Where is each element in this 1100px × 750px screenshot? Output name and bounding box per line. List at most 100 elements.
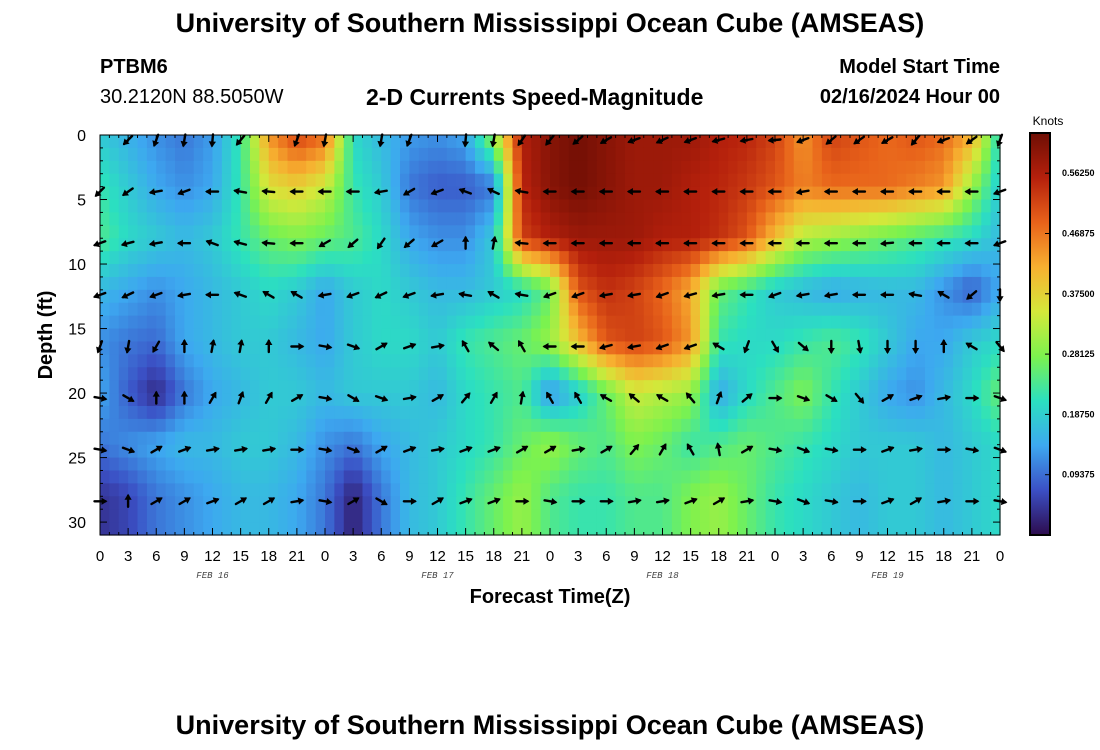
heatmap-cell — [915, 431, 926, 446]
heatmap-cell — [981, 135, 992, 149]
heatmap-cell — [775, 457, 785, 472]
heatmap-cell — [193, 431, 204, 446]
heatmap-cell — [268, 199, 279, 214]
heatmap-cell — [268, 302, 279, 317]
heatmap-cell — [409, 405, 420, 420]
heatmap-cell — [493, 173, 504, 188]
heatmap-cell — [343, 251, 354, 265]
colorbar-tick-label: 0.09375 — [1062, 470, 1095, 480]
heatmap-cell — [728, 160, 739, 175]
heatmap-cell — [634, 496, 645, 510]
heatmap-cell — [653, 470, 664, 484]
heatmap-cell — [428, 173, 439, 188]
heatmap-cell — [690, 457, 701, 472]
heatmap-cell — [868, 147, 879, 162]
heatmap-cell — [446, 354, 457, 368]
heatmap-cell — [315, 225, 326, 239]
heatmap-cell — [859, 483, 870, 497]
heatmap-cell — [653, 264, 664, 278]
heatmap-cell — [859, 147, 870, 162]
heatmap-cell — [221, 328, 232, 343]
heatmap-cell — [990, 457, 1001, 472]
current-arrow — [937, 497, 952, 505]
current-arrow-head — [746, 445, 754, 452]
heatmap-cell — [596, 315, 607, 330]
heatmap-cell — [915, 302, 926, 317]
heatmap-cell — [718, 405, 729, 420]
heatmap-cell — [756, 186, 767, 201]
heatmap-cell — [175, 264, 185, 278]
current-arrow-head — [290, 291, 298, 298]
heatmap-cell — [859, 354, 870, 368]
heatmap-cell — [418, 418, 429, 433]
heatmap-cell — [381, 251, 392, 265]
heatmap-cell — [868, 367, 879, 381]
current-arrow-head — [964, 239, 971, 247]
current-arrow-head — [403, 241, 411, 248]
heatmap-cell — [615, 341, 626, 355]
x-tick-label: 21 — [289, 548, 306, 565]
heatmap-cell — [531, 186, 542, 201]
heatmap-cell — [887, 315, 898, 330]
heatmap-cell — [559, 380, 570, 394]
heatmap-cell — [165, 302, 176, 317]
heatmap-cell — [203, 380, 214, 394]
heatmap-cell — [184, 135, 195, 149]
heatmap-cell — [925, 380, 935, 394]
heatmap-cell — [325, 160, 335, 175]
current-arrow-head — [579, 445, 586, 453]
colorbar-unit-label: Knots — [1033, 114, 1064, 128]
x-tick-label: 9 — [630, 548, 638, 565]
current-arrow — [964, 188, 979, 196]
heatmap-cell — [184, 225, 195, 239]
heatmap-cell — [325, 251, 335, 265]
heatmap-cell — [390, 264, 401, 278]
heatmap-cell — [118, 393, 129, 407]
heatmap-cell — [934, 289, 945, 304]
heatmap-cell — [578, 135, 589, 149]
heatmap-cell — [925, 315, 935, 330]
current-arrow-head — [462, 235, 470, 242]
heatmap-cell — [203, 328, 214, 343]
heatmap-cell — [681, 380, 692, 394]
heatmap-cell — [690, 509, 701, 523]
heatmap-cell — [859, 160, 870, 175]
heatmap-cell — [587, 367, 598, 381]
current-arrow — [655, 343, 669, 351]
heatmap-cell — [953, 341, 964, 355]
heatmap-cell — [250, 380, 260, 394]
heatmap-cell — [165, 147, 176, 162]
heatmap-cell — [915, 483, 926, 497]
heatmap-cell — [409, 328, 420, 343]
heatmap-cell — [840, 393, 851, 407]
heatmap-cell — [475, 431, 485, 446]
heatmap-cell — [596, 405, 607, 420]
heatmap-cell — [465, 418, 476, 433]
current-arrow — [824, 498, 839, 506]
heatmap-cell — [915, 160, 926, 175]
heatmap-cell — [456, 431, 467, 446]
heatmap-cell — [831, 509, 842, 523]
heatmap-cell — [409, 276, 420, 291]
heatmap-cell — [971, 522, 982, 536]
x-tick-label: 0 — [546, 548, 554, 565]
heatmap-cell — [765, 354, 776, 368]
heatmap-cell — [493, 147, 504, 162]
heatmap-cell — [803, 276, 814, 291]
heatmap-cell — [812, 483, 823, 497]
current-arrow-head — [570, 188, 577, 196]
heatmap-cell — [259, 315, 270, 330]
current-arrow-head — [122, 138, 130, 146]
heatmap-cell — [390, 199, 401, 214]
heatmap-cell — [700, 199, 710, 214]
heatmap-cell — [221, 135, 232, 149]
heatmap-cell — [775, 483, 785, 497]
heatmap-cell — [165, 405, 176, 420]
heatmap-cell — [756, 199, 767, 214]
heatmap-cell — [278, 328, 289, 343]
current-arrow-head — [572, 138, 580, 145]
current-arrow-head — [883, 348, 892, 354]
heatmap-cell — [671, 160, 682, 175]
heatmap-cell — [606, 418, 617, 433]
heatmap-cell — [559, 315, 570, 330]
